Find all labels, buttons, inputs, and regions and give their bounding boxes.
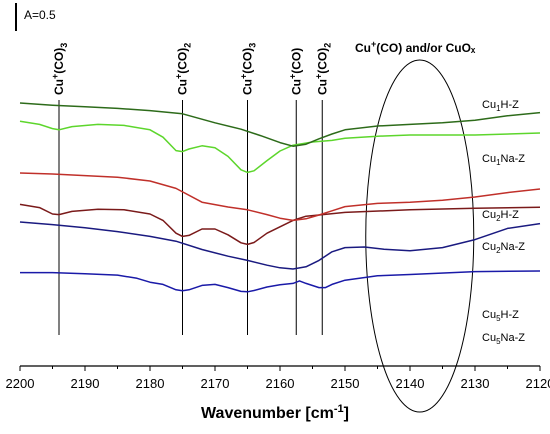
x-tick-label: 2140 bbox=[396, 376, 425, 391]
region-annotation: Cu+(CO) and/or CuOₓ bbox=[355, 39, 476, 55]
x-tick-label: 2120 bbox=[526, 376, 550, 391]
series-line-cu2h-z bbox=[19, 203, 541, 246]
x-tick-label: 2180 bbox=[136, 376, 165, 391]
series-label-cu2h-z: Cu2H-Z bbox=[482, 209, 519, 223]
series-line-cu5na-z bbox=[19, 102, 541, 147]
peak-marker-label: Cu+(CO)2 bbox=[313, 43, 332, 95]
series-line-cu5h-z bbox=[19, 120, 541, 174]
series-line-cu1h-z bbox=[20, 270, 541, 293]
peak-marker-label: Cu+(CO) bbox=[287, 48, 303, 95]
x-tick-label: 2190 bbox=[71, 376, 100, 391]
peak-marker-label: Cu+(CO)3 bbox=[50, 43, 69, 95]
series-label-cu2na-z: Cu2Na-Z bbox=[482, 241, 525, 255]
x-tick-label: 2160 bbox=[266, 376, 295, 391]
series-label-cu5h-z: Cu5H-Z bbox=[482, 309, 519, 323]
region-ellipse bbox=[365, 59, 475, 413]
series-label-cu1h-z: Cu1H-Z bbox=[482, 99, 519, 113]
peak-marker-label: Cu+(CO)2 bbox=[174, 43, 193, 95]
peak-marker-label: Cu+(CO)3 bbox=[239, 43, 258, 95]
x-tick-label: 2170 bbox=[201, 376, 230, 391]
x-axis-title: Wavenumber [cm-1] bbox=[201, 403, 349, 422]
scale-bar-label: A=0.5 bbox=[24, 8, 56, 22]
series-label-cu1na-z: Cu1Na-Z bbox=[482, 153, 525, 167]
x-tick-label: 2130 bbox=[461, 376, 490, 391]
x-tick-label: 2150 bbox=[331, 376, 360, 391]
series-label-cu5na-z: Cu5Na-Z bbox=[482, 332, 525, 346]
series-line-cu1na-z bbox=[19, 221, 541, 270]
x-tick-label: 2200 bbox=[6, 376, 35, 391]
series-line-cu2na-z bbox=[19, 172, 541, 222]
